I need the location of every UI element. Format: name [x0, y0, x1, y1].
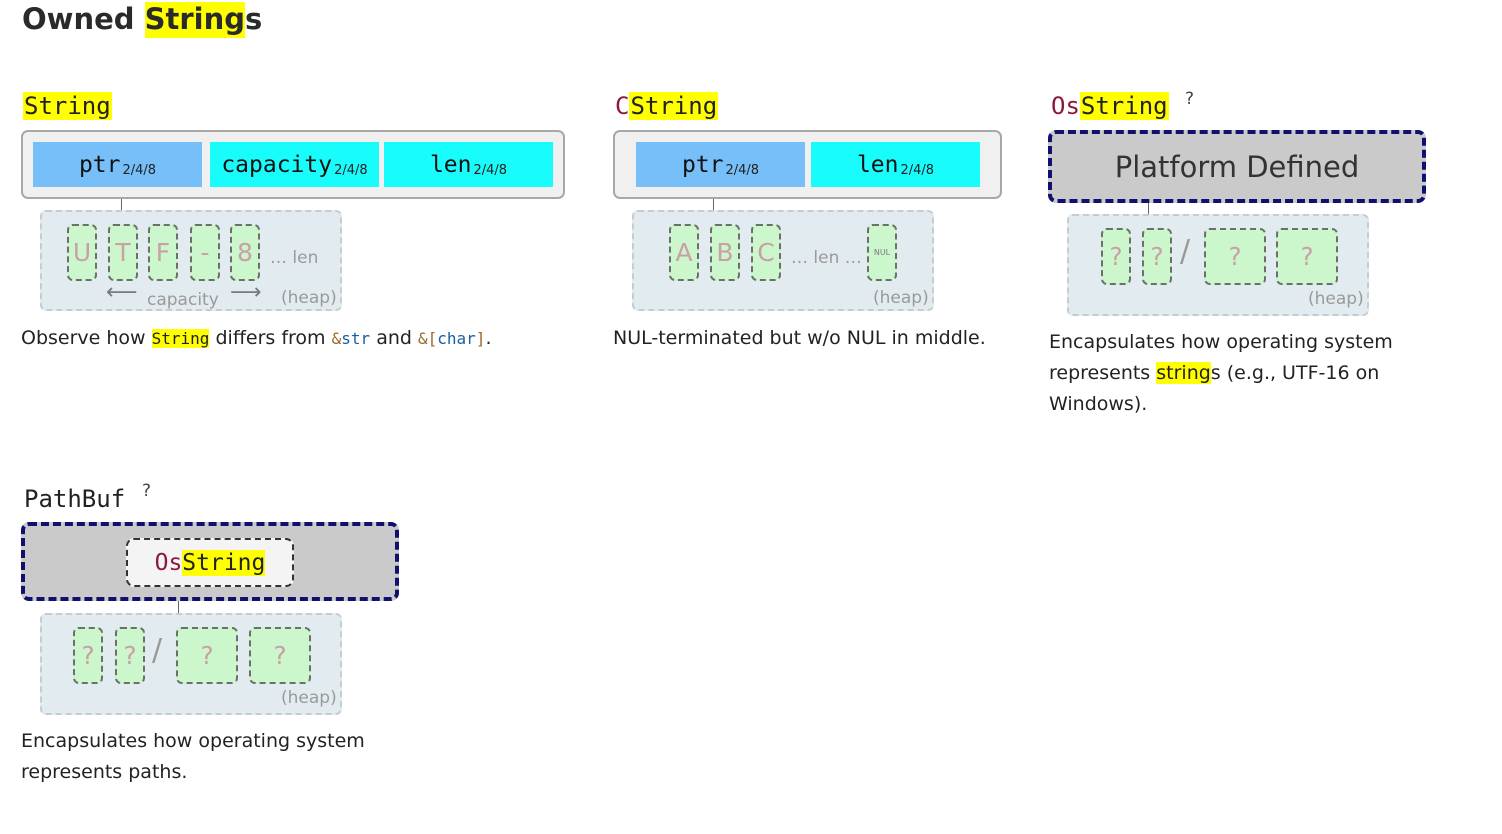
string-capacity-marker: capacity	[147, 290, 219, 310]
osstring-description: Encapsulates how operating system repres…	[1049, 331, 1393, 415]
slash-separator: /	[152, 633, 163, 668]
char-slice-code-ref: char	[437, 329, 476, 348]
cstring-ptr-connector	[713, 199, 714, 211]
heap-cell: ?	[176, 627, 238, 684]
string-struct-box: ptr 2/4/8 capacity 2/4/8 len 2/4/8	[21, 130, 565, 199]
pathbuf-heap-box: ? ? / ? ? (heap)	[40, 613, 342, 715]
heap-cell: -	[190, 224, 220, 281]
arrow-left-icon: ⟵	[106, 280, 138, 305]
pathbuf-connector	[178, 601, 179, 614]
osstring-platform-box: Platform Defined	[1048, 130, 1426, 203]
cstring-len-marker: … len …	[791, 248, 862, 268]
pathbuf-description: Encapsulates how operating system repres…	[21, 730, 365, 783]
heap-cell: C	[751, 224, 781, 281]
cstring-len-field: len 2/4/8	[811, 142, 980, 187]
cstring-struct-box: ptr 2/4/8 len 2/4/8	[613, 130, 1002, 199]
string-heap-box: U T F - 8 … len ⟵ capacity ⟶ (heap)	[40, 210, 342, 311]
string-ptr-sub: 2/4/8	[122, 163, 157, 178]
pathbuf-inner-osstring: Os String	[126, 538, 294, 587]
string-description: Observe how String differs from &str and…	[21, 327, 492, 349]
page-title-pre: Owned	[22, 2, 145, 36]
string-len-sub: 2/4/8	[473, 163, 508, 178]
page-title-post: s	[245, 2, 263, 36]
string-len-marker: … len	[270, 248, 319, 268]
pathbuf-title: PathBuf	[24, 485, 126, 513]
cstring-heap-box: A B C … len … NUL (heap)	[632, 210, 934, 311]
heap-cell: ?	[73, 627, 103, 684]
heap-label: (heap)	[281, 688, 337, 708]
string-ptr-field: ptr 2/4/8	[33, 142, 202, 187]
heap-cell: ?	[1142, 228, 1172, 285]
heap-cell: 8	[230, 224, 260, 281]
string-ptr-label: ptr	[78, 151, 121, 178]
osstring-heap-box: ? ? / ? ? (heap)	[1067, 214, 1369, 316]
string-title: String	[23, 91, 112, 121]
string-len-field: len 2/4/8	[384, 142, 553, 187]
string-title-text: String	[23, 92, 112, 120]
heap-label: (heap)	[873, 288, 929, 308]
pathbuf-help-link[interactable]: ?	[142, 481, 152, 501]
page-title: Owned Strings	[22, 0, 262, 38]
slash-separator: /	[1180, 234, 1191, 269]
cstring-ptr-field: ptr 2/4/8	[636, 142, 805, 187]
heap-label: (heap)	[281, 288, 337, 308]
str-code-ref: str	[341, 329, 371, 348]
string-capacity-sub: 2/4/8	[334, 163, 368, 178]
osstring-connector	[1148, 203, 1149, 215]
heap-cell: ?	[1276, 228, 1338, 285]
string-capacity-label: capacity	[221, 151, 333, 178]
heap-cell: U	[67, 224, 97, 281]
cstring-description: NUL-terminated but w/o NUL in middle.	[613, 327, 986, 349]
osstring-help-link[interactable]: ?	[1185, 89, 1195, 109]
string-capacity-field: capacity 2/4/8	[210, 142, 379, 187]
heap-cell: ?	[115, 627, 145, 684]
nul-cell: NUL	[867, 224, 897, 281]
heap-cell: ?	[249, 627, 311, 684]
page-title-highlight: String	[144, 2, 246, 38]
heap-cell: ?	[1204, 228, 1266, 285]
heap-cell: A	[669, 224, 699, 281]
osstring-title: OsString	[1051, 92, 1169, 120]
heap-cell: T	[108, 224, 138, 281]
string-code-ref: String	[151, 329, 210, 348]
heap-cell: B	[710, 224, 740, 281]
string-len-label: len	[429, 151, 472, 178]
string-ptr-connector	[121, 199, 122, 211]
cstring-title: CString	[615, 92, 719, 120]
arrow-right-icon: ⟶	[230, 280, 262, 305]
heap-cell: F	[148, 224, 178, 281]
heap-label: (heap)	[1308, 289, 1364, 309]
heap-cell: ?	[1101, 228, 1131, 285]
